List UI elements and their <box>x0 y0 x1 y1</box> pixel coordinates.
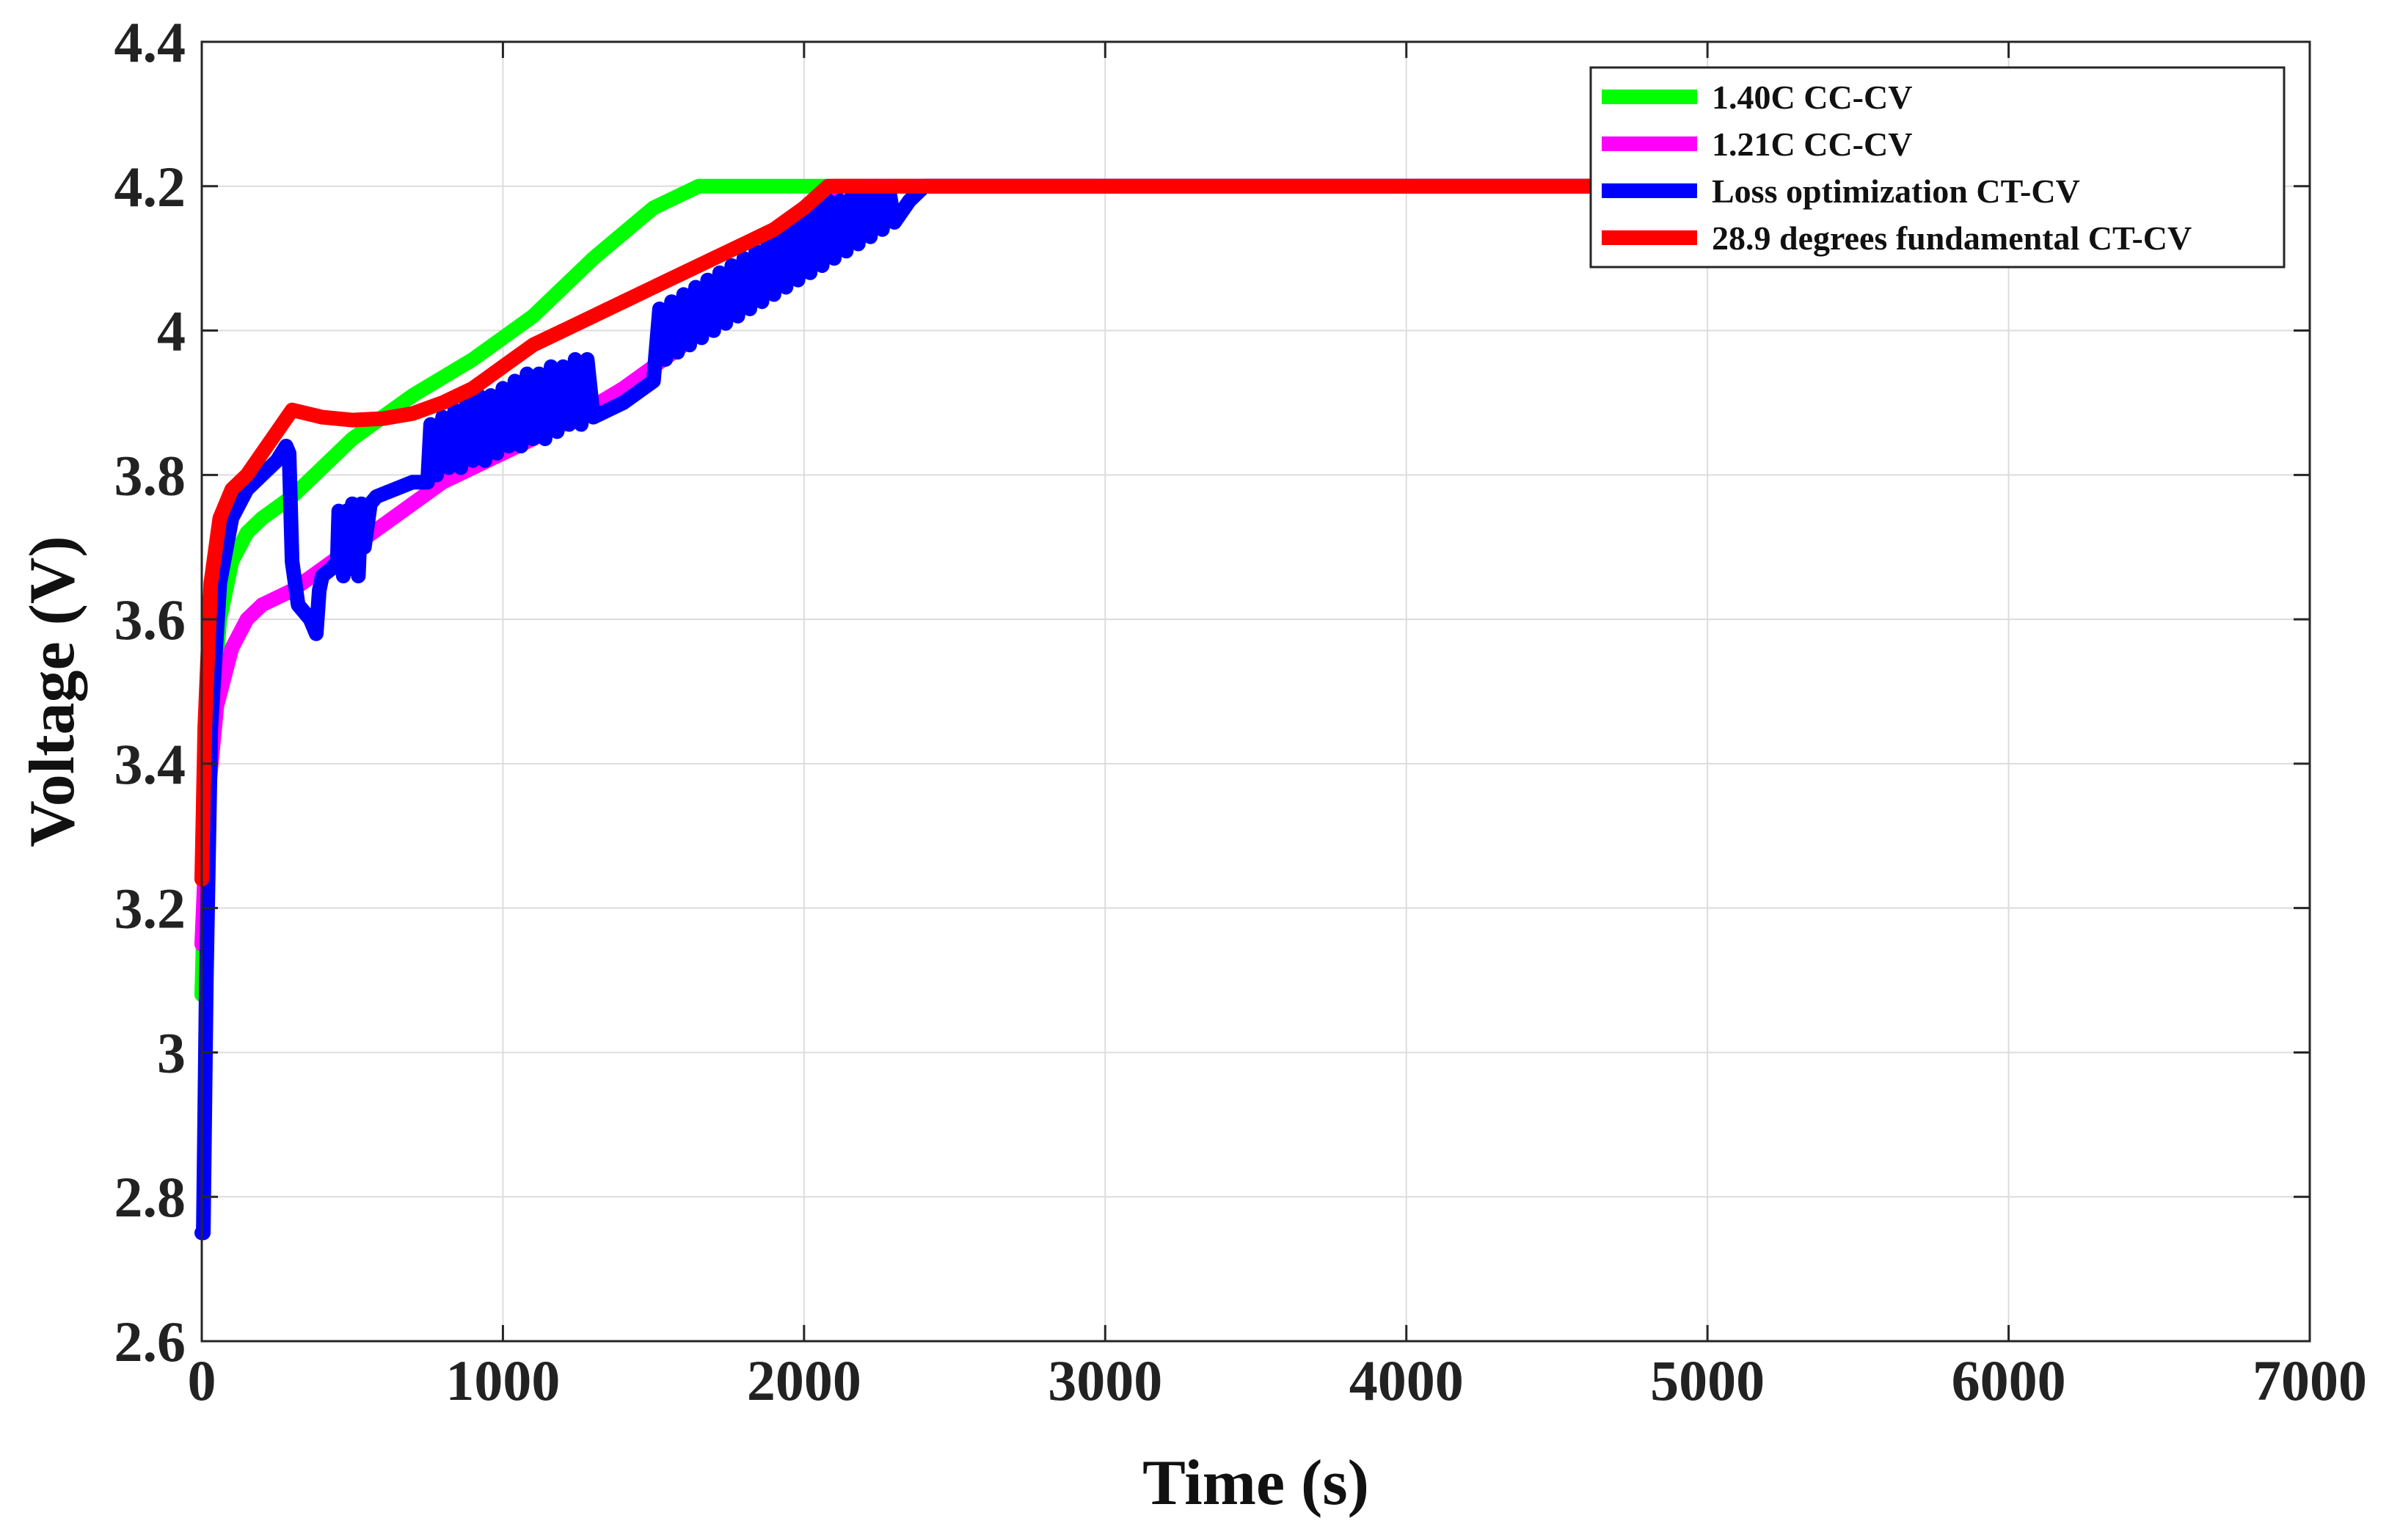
x-tick-label: 5000 <box>1650 1349 1765 1412</box>
x-tick-label: 4000 <box>1349 1349 1464 1412</box>
x-tick-label: 0 <box>188 1349 216 1412</box>
y-tick-label: 4 <box>157 299 186 363</box>
legend-label: 28.9 degrees fundamental CT-CV <box>1712 219 2192 257</box>
x-tick-label: 7000 <box>2253 1349 2367 1412</box>
x-tick-label: 1000 <box>445 1349 560 1412</box>
x-tick-label: 3000 <box>1048 1349 1162 1412</box>
y-tick-label: 3 <box>157 1021 186 1084</box>
x-tick-label: 2000 <box>747 1349 861 1412</box>
series-line-4 <box>194 178 1624 887</box>
y-tick-label: 4.2 <box>114 155 186 219</box>
series-line-3 <box>194 178 1624 1241</box>
plot-series <box>194 178 1624 1241</box>
y-tick-label: 3.6 <box>114 588 186 652</box>
legend: 1.40C CC-CV 1.21C CC-CV Loss optimization … <box>1589 66 2286 269</box>
plot-frame <box>200 40 2311 1343</box>
y-tick-label: 2.8 <box>114 1165 186 1229</box>
x-tick-labels: 0 1000 2000 3000 4000 5000 6000 7000 <box>188 1349 2368 1412</box>
legend-label: Loss optimization CT-CV <box>1712 172 2080 210</box>
y-tick-label: 4.4 <box>114 10 186 74</box>
y-axis-title: Voltage (V) <box>17 536 88 847</box>
x-tick-label: 6000 <box>1952 1349 2066 1412</box>
y-tick-label: 3.8 <box>114 443 186 507</box>
legend-label: 1.21C CC-CV <box>1712 125 1912 163</box>
legend-entries: 1.40C CC-CV 1.21C CC-CV Loss optimization … <box>1602 79 2192 257</box>
legend-box <box>1589 66 2286 269</box>
x-axis-title: Time (s) <box>1142 1448 1369 1519</box>
y-tick-labels: 2.6 2.8 3 3.2 3.4 3.6 3.8 4 4.2 4.4 <box>114 10 186 1373</box>
y-tick-label: 2.6 <box>114 1310 186 1373</box>
legend-label: 1.40C CC-CV <box>1712 79 1912 116</box>
y-tick-label: 3.4 <box>114 732 186 796</box>
axis-ticks <box>200 40 2311 1343</box>
y-tick-label: 3.2 <box>114 877 186 941</box>
